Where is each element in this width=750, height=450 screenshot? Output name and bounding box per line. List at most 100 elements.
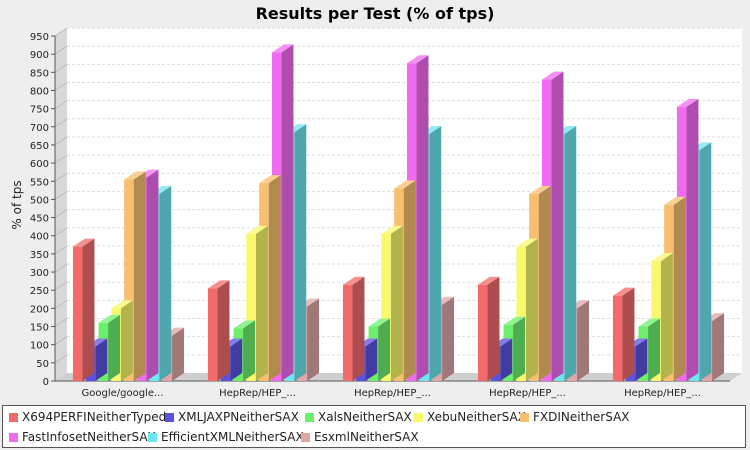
legend-label: XMLJAXPNeitherSAX — [178, 410, 299, 424]
legend-item: FastInfosetNeitherSAX — [9, 430, 156, 444]
bar-top — [676, 98, 699, 107]
y-tick-label: 100 — [30, 341, 49, 352]
bar-top — [541, 71, 564, 80]
y-tick-label: 950 — [30, 32, 49, 43]
bar-side — [686, 98, 699, 381]
bar-side — [487, 276, 500, 381]
bar-top — [394, 180, 416, 189]
gridline-side — [54, 100, 68, 110]
gridline-side — [54, 172, 68, 182]
bar-side — [525, 238, 538, 381]
y-tick-label: 0 — [43, 377, 49, 388]
bar-side — [622, 287, 635, 381]
legend-swatch — [9, 413, 18, 422]
y-axis-label: % of tps — [10, 180, 24, 229]
bar-top — [259, 175, 281, 184]
legend-swatch — [414, 413, 423, 422]
legend-item: EsxmlNeitherSAX — [301, 430, 419, 444]
y-tick-label: 550 — [30, 177, 49, 188]
y-tick-label: 300 — [30, 268, 49, 279]
gridline-side — [54, 209, 68, 218]
bar — [612, 295, 623, 381]
gridline-side — [54, 63, 68, 73]
gridline-side — [54, 136, 68, 146]
bar-side — [564, 126, 577, 381]
bar-top — [246, 225, 268, 234]
legend-swatch — [301, 433, 310, 442]
y-tick-label: 350 — [30, 250, 49, 261]
gridline-side — [54, 118, 68, 128]
bar — [207, 288, 218, 381]
y-tick-label: 150 — [30, 323, 49, 334]
y-tick-label: 450 — [30, 214, 49, 225]
bar-top — [98, 314, 121, 323]
bar-top — [342, 276, 365, 285]
legend-item: X694PERFINeitherTyped — [9, 410, 166, 424]
y-tick-label: 900 — [30, 50, 49, 61]
gridline-side — [54, 82, 68, 91]
gridline-side — [54, 227, 68, 237]
bar — [72, 246, 83, 381]
bar — [342, 284, 353, 381]
legend-item: XebuNeitherSAX — [414, 410, 526, 424]
bar-top — [381, 225, 403, 234]
gridline-side — [54, 263, 68, 273]
x-tick-label: HepRep/HEP_... — [354, 388, 431, 399]
legend-swatch — [9, 433, 18, 442]
legend-label: FXDINeitherSAX — [533, 410, 630, 424]
bar — [124, 179, 134, 381]
bar-side — [673, 196, 686, 381]
bar-top — [651, 253, 673, 262]
y-tick-label: 400 — [30, 232, 49, 243]
bar-top — [207, 280, 230, 289]
bar-side — [294, 124, 307, 381]
bar-side — [307, 298, 320, 381]
bar-top — [111, 300, 133, 309]
bar-side — [538, 185, 551, 381]
bar-side — [390, 225, 403, 381]
bar-side — [551, 71, 564, 381]
legend-item: XMLJAXPNeitherSAX — [165, 410, 299, 424]
bar-side — [648, 318, 661, 381]
x-tick-label: Google/google... — [81, 388, 163, 399]
bar-top — [271, 44, 294, 53]
bar-side — [217, 280, 230, 381]
gridline-side — [54, 336, 68, 346]
gridline-side — [54, 191, 68, 200]
bar-side — [120, 300, 133, 381]
y-tick-label: 250 — [30, 286, 49, 297]
y-tick-label: 750 — [30, 105, 49, 116]
bar-side — [172, 327, 185, 381]
gridline-side — [54, 354, 68, 364]
bar-side — [403, 180, 416, 381]
gridline-side — [54, 299, 68, 309]
legend-item: XalsNeitherSAX — [305, 410, 412, 424]
bar-top — [664, 196, 686, 205]
legend-label: EfficientXMLNeitherSAX — [161, 430, 304, 444]
bar-side — [429, 126, 442, 381]
bar-side — [133, 171, 146, 381]
bar-top — [72, 238, 95, 247]
legend-item: FXDINeitherSAX — [520, 410, 630, 424]
bar-top — [638, 318, 661, 327]
gridline-side — [54, 281, 68, 291]
y-tick-label: 200 — [30, 304, 49, 315]
bar-side — [635, 338, 648, 381]
bar-side — [513, 316, 526, 381]
bar-top — [612, 287, 635, 296]
gridline-side — [54, 45, 68, 55]
legend-label: X694PERFINeitherTyped — [22, 410, 167, 424]
y-tick-label: 800 — [30, 86, 49, 97]
bar-side — [712, 313, 725, 381]
x-tick-label: HepRep/HEP_... — [219, 388, 296, 399]
chart-title: Results per Test (% of tps) — [256, 4, 495, 23]
legend-item: EfficientXMLNeitherSAX — [148, 430, 304, 444]
legend-label: EsxmlNeitherSAX — [314, 430, 419, 444]
legend-swatch — [305, 413, 314, 422]
gridline-side — [54, 318, 68, 327]
bar-side — [281, 44, 294, 382]
bar-top — [516, 238, 538, 247]
bar-top — [233, 320, 256, 329]
y-tick-label: 50 — [36, 359, 49, 370]
